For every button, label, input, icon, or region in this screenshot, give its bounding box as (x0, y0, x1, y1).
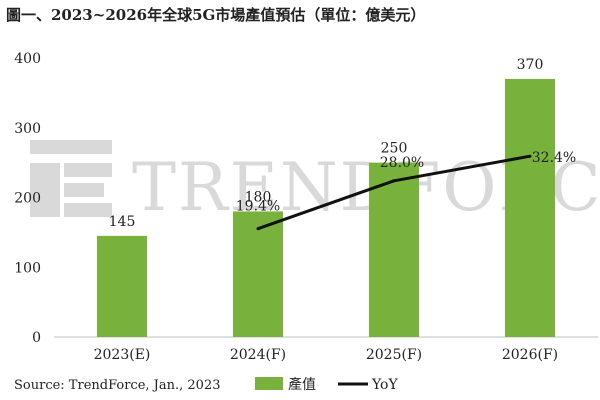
x-tick-label: 2026(F) (502, 347, 558, 363)
bar-value-label: 370 (517, 57, 544, 73)
bar-value-label: 145 (109, 214, 136, 230)
chart-title: 圖一、2023~2026年全球5G市場產值預估（單位：億美元） (6, 6, 426, 24)
trendforce-logo-watermark (30, 140, 112, 217)
x-tick-label: 2023(E) (94, 347, 151, 363)
bar-value-label: 250 (381, 141, 408, 157)
yoy-value-label: 32.4% (532, 150, 576, 166)
yoy-point (392, 179, 396, 183)
yoy-value-label: 19.4% (236, 199, 280, 215)
y-tick-label: 200 (14, 191, 41, 207)
x-tick-label: 2025(F) (366, 347, 422, 363)
y-tick-label: 100 (14, 260, 41, 276)
legend-swatch-bar (255, 377, 283, 390)
x-tick-label: 2024(F) (230, 347, 286, 363)
source-note: Source: TrendForce, Jan., 2023 (14, 378, 221, 393)
y-tick-label: 0 (32, 330, 41, 346)
bar-2023(E) (97, 235, 147, 337)
yoy-point (528, 154, 532, 158)
bar-value-label: 180 (245, 189, 272, 205)
yoy-value-label: 28.0% (380, 155, 424, 171)
yoy-point (256, 227, 260, 231)
bar-2024(F) (233, 211, 283, 337)
bar-2025(F) (369, 162, 419, 337)
y-tick-label: 300 (14, 121, 41, 137)
y-tick-label: 400 (14, 51, 41, 67)
legend-label-line: YoY (371, 377, 398, 393)
legend-label-bar: 產值 (288, 376, 316, 393)
bar-2026(F) (505, 78, 555, 338)
